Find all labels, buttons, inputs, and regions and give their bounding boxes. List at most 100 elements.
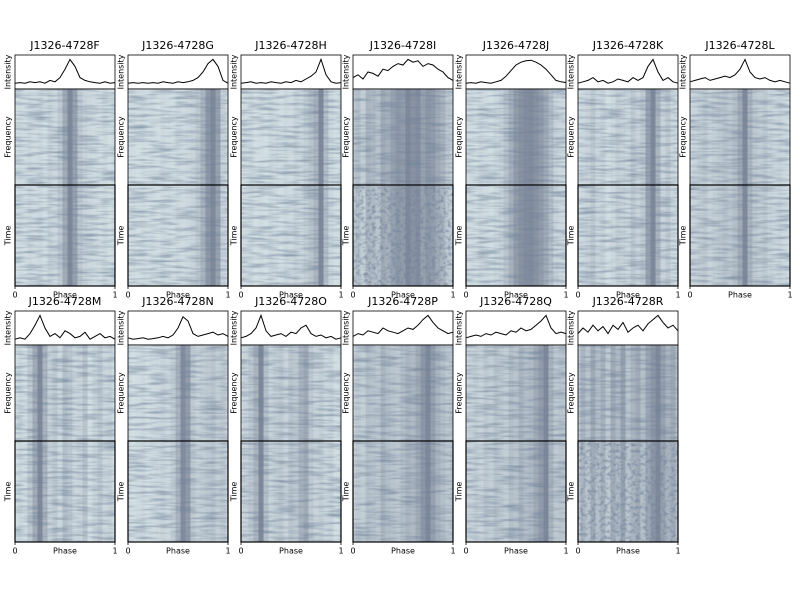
x-axis-label: Phase bbox=[279, 291, 303, 300]
frequency-noise bbox=[15, 345, 115, 441]
frequency-noise bbox=[466, 89, 566, 185]
time-axis-label: Time bbox=[117, 226, 126, 247]
frequency-axis-label: Frequency bbox=[117, 372, 126, 414]
intensity-axis-label: Intensity bbox=[117, 310, 126, 345]
x-axis-label: Phase bbox=[166, 547, 190, 556]
x-tick-label: 0 bbox=[12, 291, 17, 300]
time-axis-label: Time bbox=[342, 482, 351, 503]
x-tick-label: 0 bbox=[463, 547, 468, 556]
panel: J1326-4728K Frequency Time Intensity 0 1 Phase bbox=[567, 39, 681, 300]
panel-title: J1326-4728G bbox=[141, 39, 214, 52]
x-tick-label: 1 bbox=[563, 291, 568, 300]
time-noise bbox=[353, 185, 453, 286]
intensity-axis-label: Intensity bbox=[342, 54, 351, 89]
x-axis-label: Phase bbox=[391, 291, 415, 300]
frequency-noise bbox=[466, 345, 566, 441]
x-tick-label: 1 bbox=[675, 547, 680, 556]
time-noise bbox=[15, 185, 115, 286]
x-tick-label: 1 bbox=[225, 291, 230, 300]
profile-frame bbox=[577, 54, 679, 90]
frequency-axis-label: Frequency bbox=[455, 116, 464, 158]
frequency-noise bbox=[241, 345, 341, 441]
profile-frame bbox=[14, 54, 116, 90]
x-tick-label: 1 bbox=[112, 547, 117, 556]
x-tick-label: 1 bbox=[450, 547, 455, 556]
intensity-axis-label: Intensity bbox=[567, 54, 576, 89]
panel: J1326-4728I Frequency Time Intensity 0 1 Phase bbox=[342, 39, 456, 300]
x-tick-label: 0 bbox=[350, 291, 355, 300]
x-tick-label: 0 bbox=[125, 547, 130, 556]
x-tick-label: 1 bbox=[563, 547, 568, 556]
frequency-axis-label: Frequency bbox=[117, 116, 126, 158]
time-axis-label: Time bbox=[342, 226, 351, 247]
time-axis-label: Time bbox=[679, 226, 688, 247]
time-axis-label: Time bbox=[230, 226, 239, 247]
profile-line bbox=[689, 58, 791, 84]
panel: J1326-4728H Frequency Time Intensity 0 1 Phase bbox=[230, 39, 344, 300]
x-tick-label: 0 bbox=[463, 291, 468, 300]
profile-line bbox=[240, 57, 342, 84]
x-tick-label: 0 bbox=[575, 291, 580, 300]
profile-line bbox=[352, 314, 454, 337]
time-axis-label: Time bbox=[567, 226, 576, 247]
profile-frame bbox=[577, 310, 679, 346]
time-axis-label: Time bbox=[455, 482, 464, 503]
frequency-axis-label: Frequency bbox=[230, 116, 239, 158]
time-axis-label: Time bbox=[230, 482, 239, 503]
time-frame bbox=[352, 184, 454, 287]
time-axis-label: Time bbox=[567, 482, 576, 503]
profile-line bbox=[240, 313, 342, 340]
frequency-noise bbox=[128, 345, 228, 441]
x-tick-label: 1 bbox=[338, 547, 343, 556]
panel-title: J1326-4728H bbox=[254, 39, 326, 52]
intensity-axis-label: Intensity bbox=[230, 310, 239, 345]
profile-line bbox=[14, 58, 116, 84]
frequency-axis-label: Frequency bbox=[342, 372, 351, 414]
frequency-axis-label: Frequency bbox=[679, 116, 688, 158]
frequency-axis-label: Frequency bbox=[230, 372, 239, 414]
time-axis-label: Time bbox=[4, 482, 13, 503]
x-axis-label: Phase bbox=[616, 547, 640, 556]
time-frame bbox=[240, 440, 342, 543]
intensity-axis-label: Intensity bbox=[117, 54, 126, 89]
intensity-axis-label: Intensity bbox=[230, 54, 239, 89]
panel-title: J1326-4728I bbox=[369, 39, 436, 52]
panel: J1326-4728F Frequency Time Intensity 0 1 Phase bbox=[4, 39, 118, 300]
panel-title: J1326-4728P bbox=[367, 295, 438, 308]
x-tick-label: 0 bbox=[12, 547, 17, 556]
time-axis-label: Time bbox=[117, 482, 126, 503]
time-noise bbox=[15, 441, 115, 542]
x-tick-label: 0 bbox=[125, 291, 130, 300]
panel-title: J1326-4728M bbox=[28, 295, 102, 308]
profile-frame bbox=[14, 310, 116, 346]
frequency-noise bbox=[15, 89, 115, 185]
panel: J1326-4728N Frequency Time Intensity 0 1 Phase bbox=[117, 295, 231, 556]
frequency-noise bbox=[578, 89, 678, 185]
frequency-axis-label: Frequency bbox=[567, 372, 576, 414]
time-frame bbox=[465, 184, 567, 287]
time-noise bbox=[690, 185, 790, 286]
intensity-axis-label: Intensity bbox=[567, 310, 576, 345]
profile-line bbox=[465, 314, 567, 339]
frequency-noise bbox=[353, 89, 453, 185]
intensity-axis-label: Intensity bbox=[4, 310, 13, 345]
panel-title: J1326-4728F bbox=[29, 39, 100, 52]
time-frame bbox=[14, 184, 116, 287]
frequency-noise bbox=[353, 345, 453, 441]
panel: J1326-4728M Frequency Time Intensity 0 1 Phase bbox=[4, 295, 118, 556]
profile-frame bbox=[465, 54, 567, 90]
x-axis-label: Phase bbox=[504, 547, 528, 556]
panel: J1326-4728G Frequency Time Intensity 0 1 Phase bbox=[117, 39, 231, 300]
x-axis-label: Phase bbox=[616, 291, 640, 300]
time-axis-label: Time bbox=[4, 226, 13, 247]
time-axis-label: Time bbox=[455, 226, 464, 247]
intensity-axis-label: Intensity bbox=[679, 54, 688, 89]
profile-frame bbox=[352, 310, 454, 346]
panel: J1326-4728Q Frequency Time Intensity 0 1 Phase bbox=[455, 295, 569, 556]
x-axis-label: Phase bbox=[53, 547, 77, 556]
time-noise bbox=[128, 185, 228, 286]
profile-line bbox=[577, 314, 679, 335]
frequency-axis-label: Frequency bbox=[4, 116, 13, 158]
time-noise bbox=[578, 441, 678, 542]
